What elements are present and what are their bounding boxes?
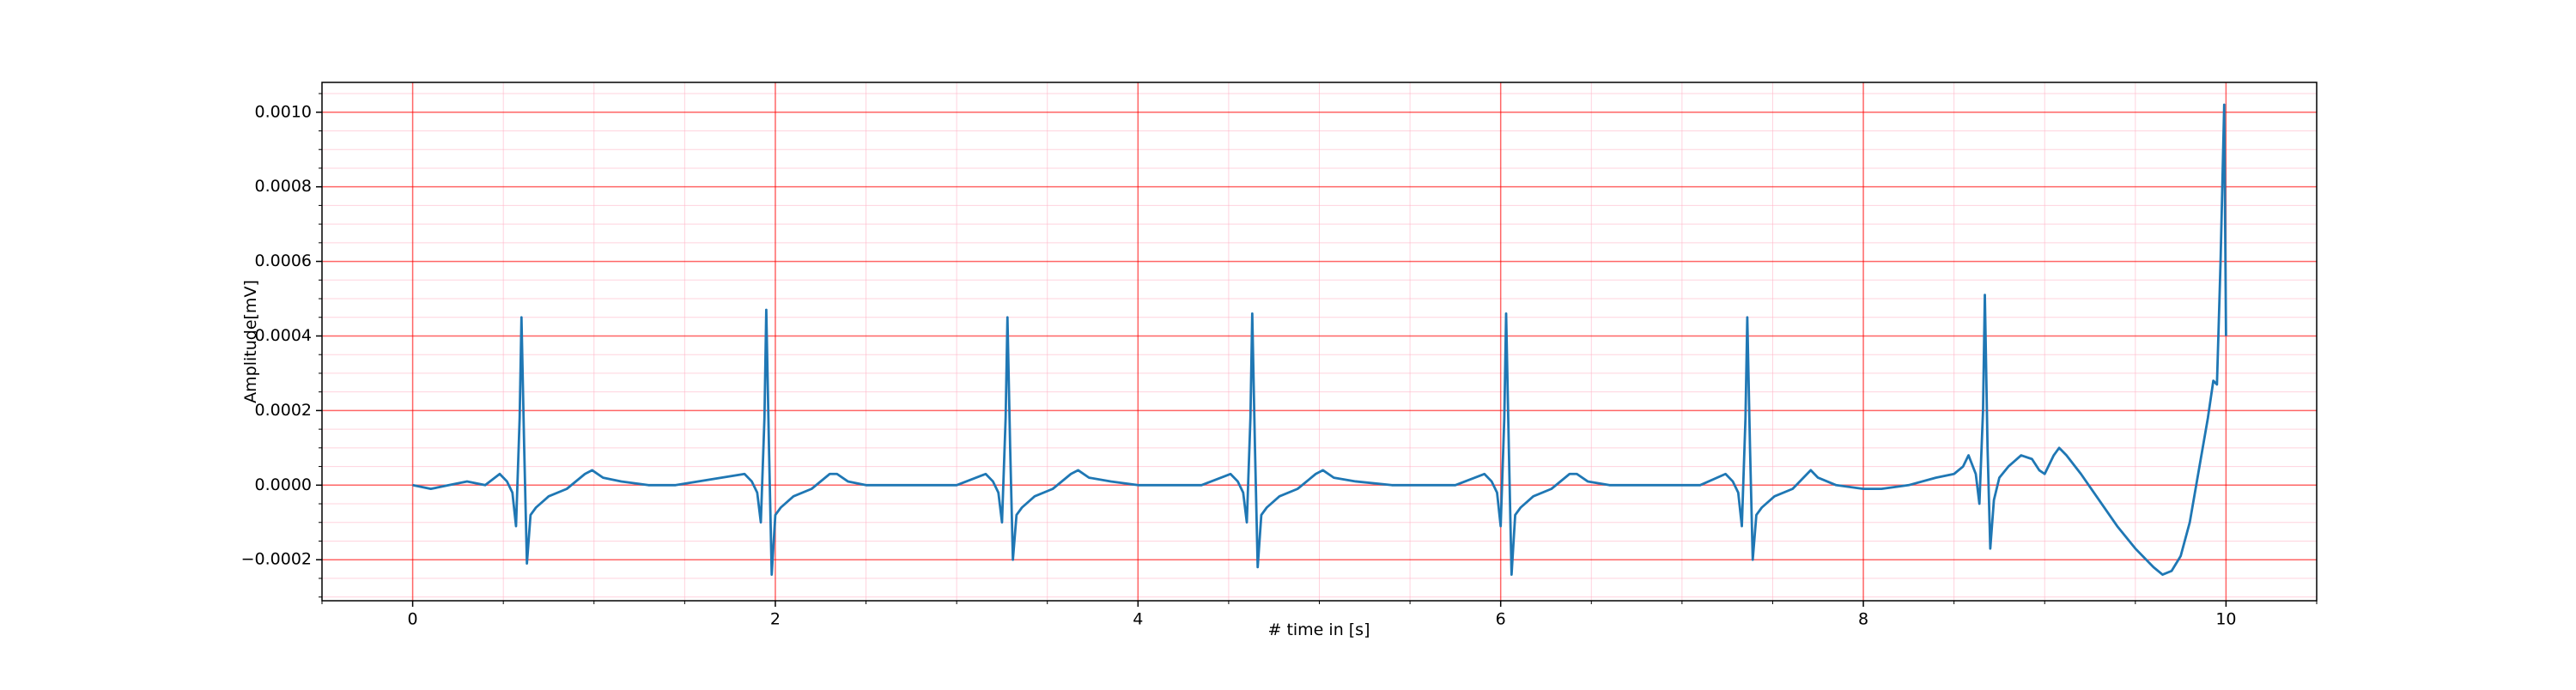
ecg-line [412,103,2227,576]
y-tick-label: 0.0006 [255,251,312,270]
y-tick-label: 0.0000 [255,475,312,494]
x-tick-label: 10 [2215,610,2236,629]
y-axis-label: Amplitude[mV] [241,280,260,403]
y-tick-label: 0.0004 [255,326,312,345]
x-tick-label: 4 [1133,610,1143,629]
y-tick-label: −0.0002 [241,550,312,569]
x-tick-label: 0 [408,610,418,629]
y-tick-label: 0.0002 [255,401,312,420]
x-tick-label: 6 [1496,610,1506,629]
x-axis-label: # time in [s] [1267,620,1370,639]
y-tick-label: 0.0008 [255,177,312,196]
x-tick-label: 2 [770,610,781,629]
plot-frame [321,82,2318,602]
y-tick-label: 0.0010 [255,102,312,121]
x-tick-label: 8 [1858,610,1868,629]
